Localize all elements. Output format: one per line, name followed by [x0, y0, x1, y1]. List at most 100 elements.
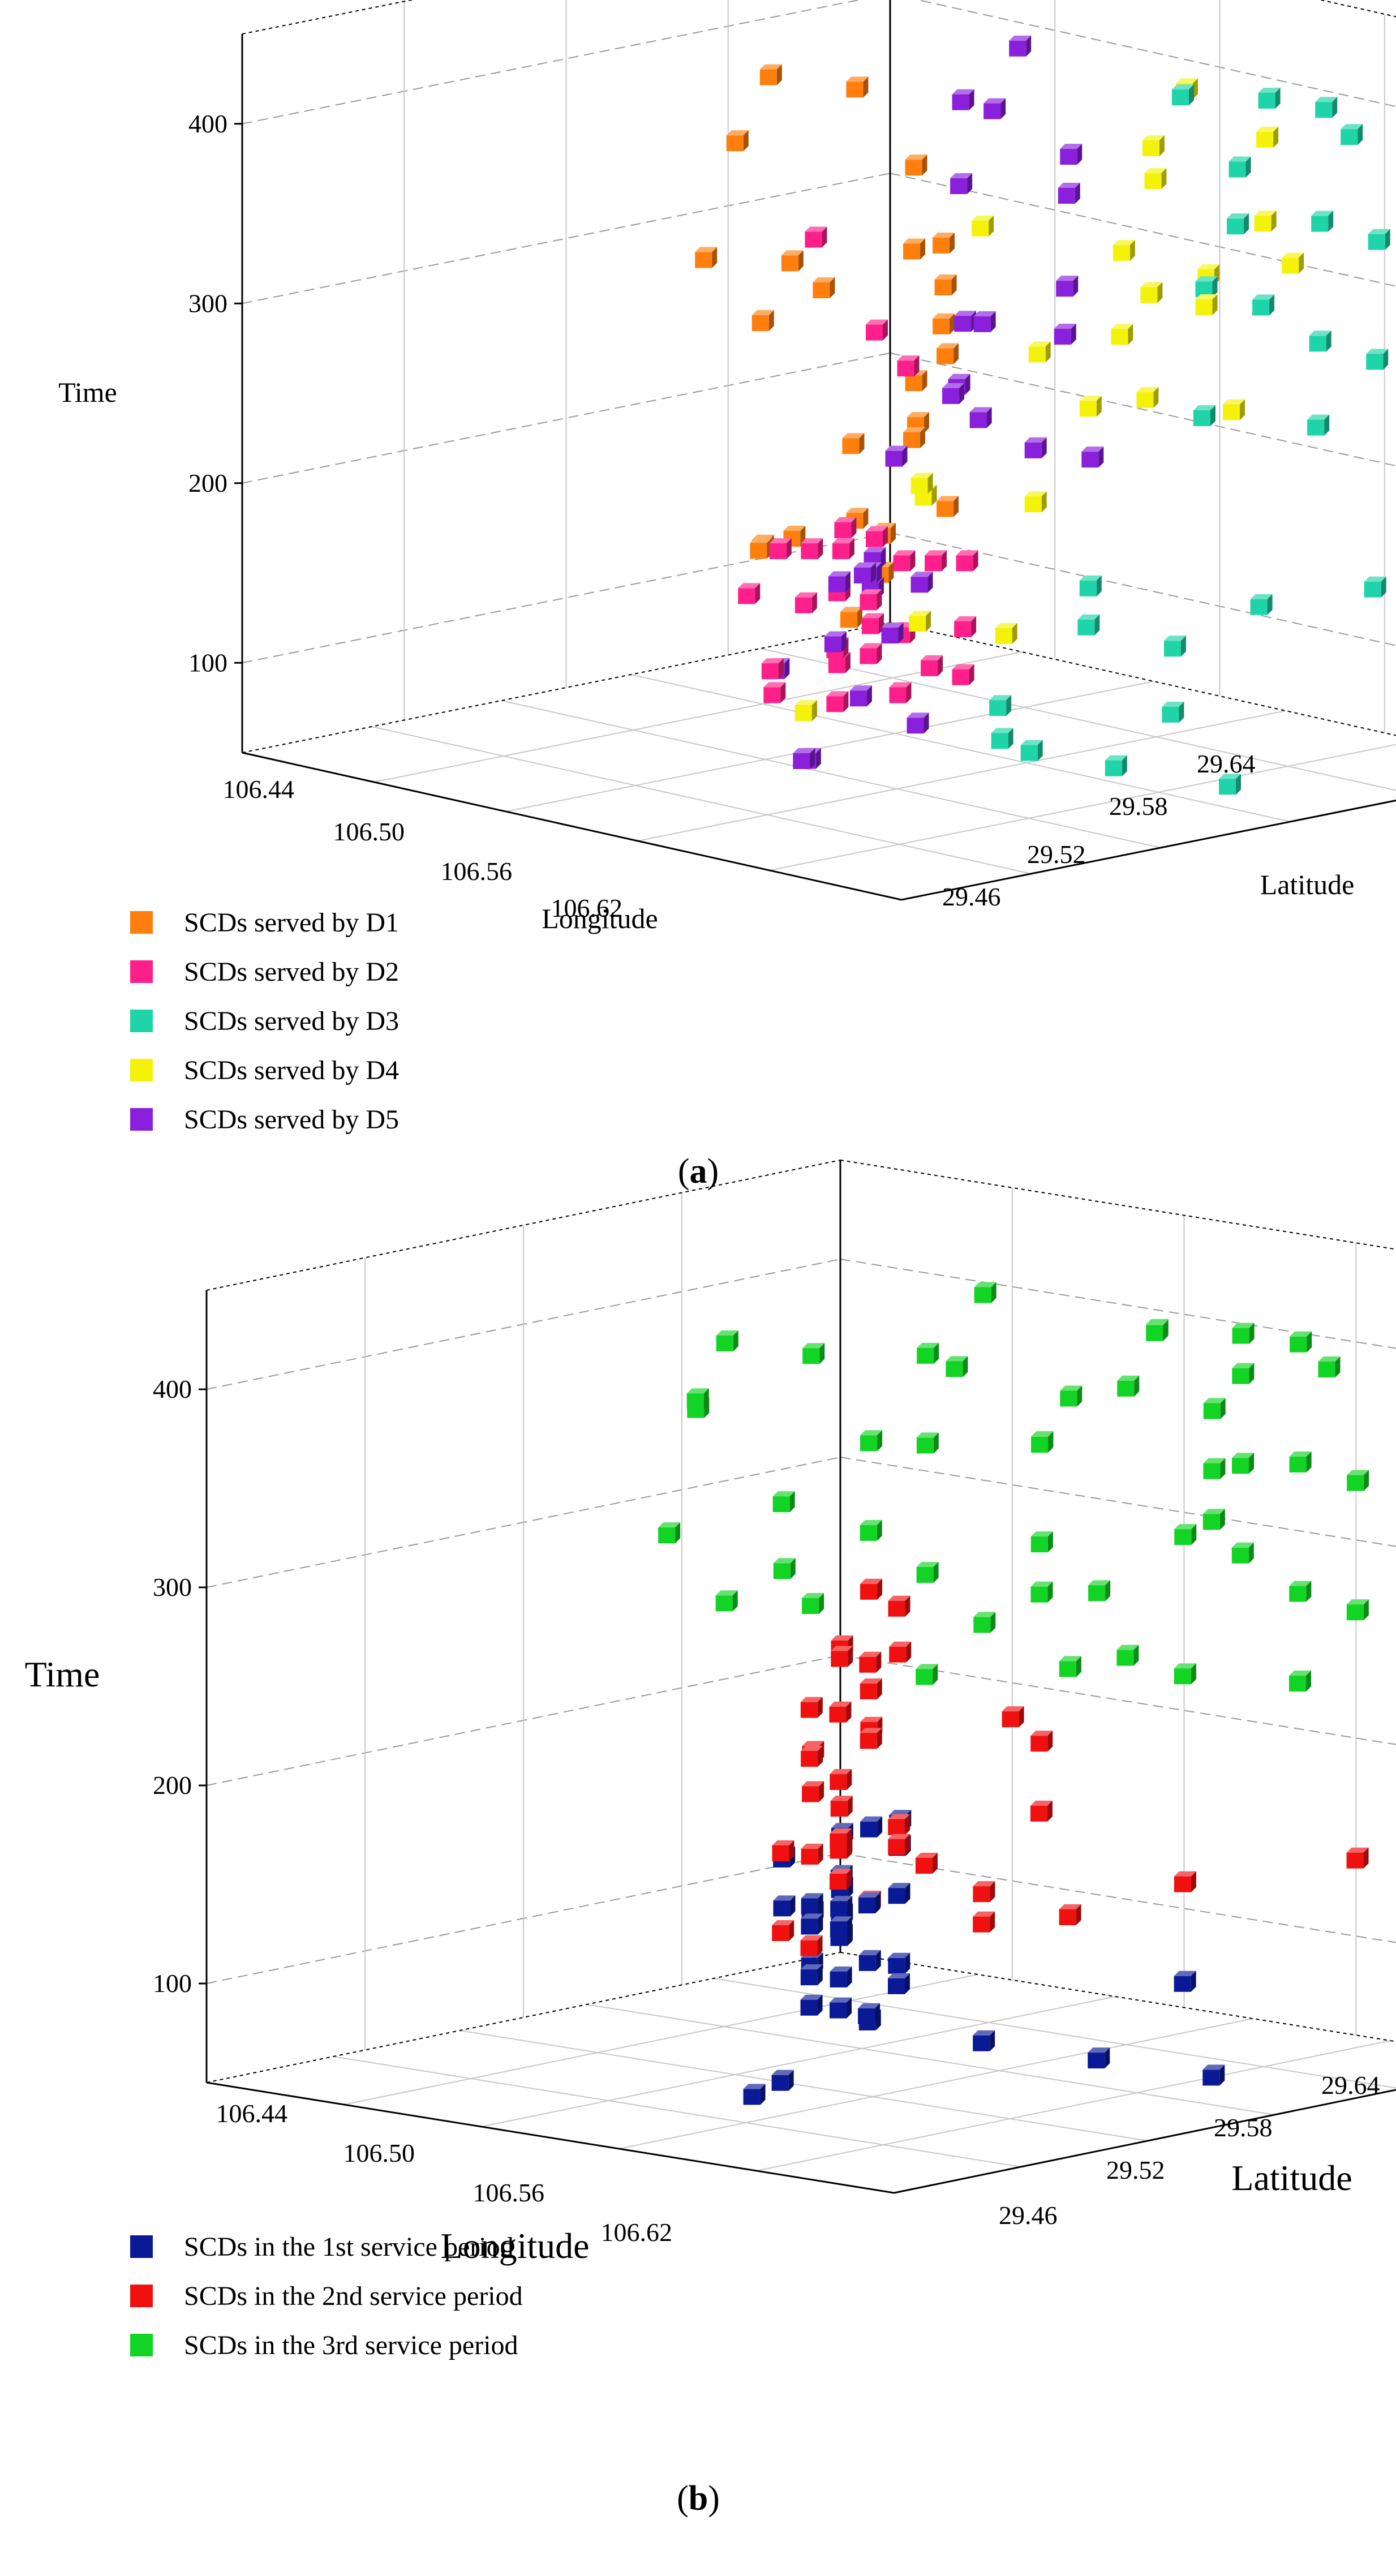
- point-scds-in-the-1st-service-period: [801, 1913, 823, 1935]
- point-scds-in-the-2nd-service-period: [889, 1641, 912, 1663]
- point-scds-served-by-d2: [763, 682, 786, 703]
- point-scds-served-by-d3: [1227, 213, 1249, 235]
- point-scds-served-by-d4: [1142, 135, 1165, 156]
- point-scds-served-by-d2: [805, 226, 827, 248]
- point-scds-served-by-d1: [759, 64, 782, 85]
- point-scds-served-by-d2: [865, 526, 888, 547]
- point-scds-served-by-d2: [865, 319, 888, 341]
- point-scds-in-the-1st-service-period: [888, 1952, 910, 1974]
- y-tick-label: 29.58: [1214, 2113, 1273, 2142]
- point-scds-in-the-3rd-service-period: [1146, 1320, 1169, 1341]
- point-scds-served-by-d1: [933, 232, 955, 254]
- legend-label: SCDs in the 2nd service period: [184, 2281, 523, 2311]
- wall-gridline: [840, 1259, 1396, 1349]
- floor-edge: [840, 1952, 1396, 2042]
- floor-gridline: [713, 1978, 1396, 2089]
- point-scds-served-by-d4: [1282, 252, 1304, 274]
- legend-swatch: [130, 1108, 153, 1131]
- grid: [241, 0, 1396, 901]
- x-tick-label: 106.44: [216, 2099, 288, 2128]
- point-scds-served-by-d5: [1024, 437, 1047, 458]
- point-scds-served-by-d5: [853, 563, 876, 584]
- point-scds-served-by-d3: [1163, 636, 1186, 657]
- point-scds-in-the-1st-service-period: [858, 1950, 881, 1971]
- point-scds-served-by-d5: [1009, 35, 1032, 57]
- panel-b-chart: 100 200 300 400 106.44 106.50 106.56 106.62 29.4…: [25, 1160, 1396, 2518]
- point-scds-in-the-1st-service-period: [773, 1895, 796, 1917]
- point-scds-in-the-1st-service-period: [771, 2070, 794, 2091]
- panel-a-chart: 100 200 300 400 106.44 106.50 106.56 106.62 29.4…: [58, 0, 1396, 1191]
- point-scds-in-the-2nd-service-period: [1030, 1731, 1053, 1752]
- point-scds-served-by-d1: [840, 607, 862, 628]
- legend-swatch: [130, 2285, 153, 2307]
- point-scds-in-the-1st-service-period: [830, 1966, 852, 1987]
- point-scds-served-by-d2: [954, 616, 977, 637]
- point-scds-served-by-d5: [1058, 183, 1080, 204]
- point-scds-in-the-3rd-service-period: [860, 1430, 883, 1452]
- point-scds-in-the-3rd-service-period: [1031, 1432, 1054, 1453]
- y-axis-line: [901, 799, 1396, 901]
- floor-gridline: [333, 2056, 1021, 2167]
- point-scds-served-by-d1: [783, 526, 806, 547]
- x-axis-title: Longitude: [440, 2226, 589, 2266]
- point-scds-served-by-d3: [1020, 740, 1043, 761]
- x-tick-label: 106.62: [601, 2218, 673, 2247]
- point-scds-in-the-3rd-service-period: [1289, 1671, 1312, 1692]
- point-scds-served-by-d1: [842, 433, 865, 454]
- point-scds-served-by-d5: [1054, 323, 1076, 345]
- point-scds-in-the-3rd-service-period: [1346, 1599, 1369, 1621]
- point-scds-in-the-3rd-service-period: [1231, 1542, 1254, 1564]
- point-scds-served-by-d3: [1341, 124, 1363, 145]
- point-scds-in-the-2nd-service-period: [772, 1920, 794, 1942]
- point-scds-served-by-d3: [1250, 594, 1273, 615]
- point-scds-served-by-d3: [1258, 87, 1281, 109]
- point-scds-served-by-d4: [1028, 341, 1051, 363]
- point-scds-in-the-1st-service-period: [973, 2030, 995, 2051]
- point-scds-served-by-d1: [934, 274, 957, 295]
- point-scds-in-the-3rd-service-period: [916, 1562, 939, 1583]
- point-scds-in-the-3rd-service-period: [686, 1388, 709, 1410]
- floor-gridline: [760, 648, 1396, 791]
- x-axis-line: [242, 752, 902, 901]
- point-scds-in-the-2nd-service-period: [1346, 1847, 1369, 1869]
- legend-swatch: [130, 960, 153, 983]
- wall-gridline: [916, 0, 1396, 108]
- floor-gridline: [481, 1996, 1116, 2127]
- point-scds-in-the-1st-service-period: [858, 2003, 880, 2024]
- point-scds-in-the-3rd-service-period: [1203, 1458, 1226, 1479]
- point-scds-served-by-d1: [903, 427, 926, 448]
- point-scds-served-by-d4: [995, 622, 1017, 644]
- point-scds-served-by-d5: [885, 445, 908, 467]
- point-scds-served-by-d5: [1060, 144, 1083, 165]
- point-scds-served-by-d1: [726, 130, 749, 152]
- point-scds-served-by-d2: [925, 550, 947, 572]
- point-scds-in-the-1st-service-period: [1088, 2047, 1110, 2069]
- point-scds-in-the-2nd-service-period: [1030, 1800, 1053, 1822]
- point-scds-in-the-3rd-service-period: [773, 1558, 796, 1579]
- point-scds-served-by-d2: [832, 538, 854, 560]
- point-scds-served-by-d5: [973, 311, 996, 332]
- point-scds-in-the-3rd-service-period: [1290, 1331, 1312, 1353]
- z-tick-label: 300: [153, 1573, 192, 1602]
- legend-swatch: [130, 1059, 153, 1081]
- z-tick-label: 100: [153, 1969, 192, 1998]
- point-scds-in-the-2nd-service-period: [860, 1678, 882, 1699]
- point-scds-served-by-d5: [950, 173, 973, 195]
- point-scds-served-by-d5: [824, 631, 847, 652]
- point-scds-served-by-d4: [910, 473, 933, 494]
- point-scds-in-the-3rd-service-period: [1232, 1453, 1255, 1474]
- x-axis-line: [206, 2081, 895, 2194]
- point-scds-in-the-1st-service-period: [887, 1973, 910, 1994]
- wall-gridline: [840, 1457, 1396, 1547]
- y-tick-label: 29.52: [1106, 2156, 1165, 2184]
- point-scds-served-by-d2: [801, 538, 823, 560]
- legend-label: SCDs served by D3: [184, 1006, 399, 1036]
- x-tick-label: 106.50: [343, 2139, 415, 2167]
- point-scds-served-by-d5: [983, 98, 1006, 119]
- point-scds-in-the-3rd-service-period: [1203, 1398, 1226, 1419]
- floor-gridline: [505, 681, 1154, 812]
- point-scds-in-the-3rd-service-period: [802, 1593, 824, 1615]
- point-scds-served-by-d1: [937, 496, 959, 517]
- legend-label: SCDs served by D2: [184, 957, 399, 987]
